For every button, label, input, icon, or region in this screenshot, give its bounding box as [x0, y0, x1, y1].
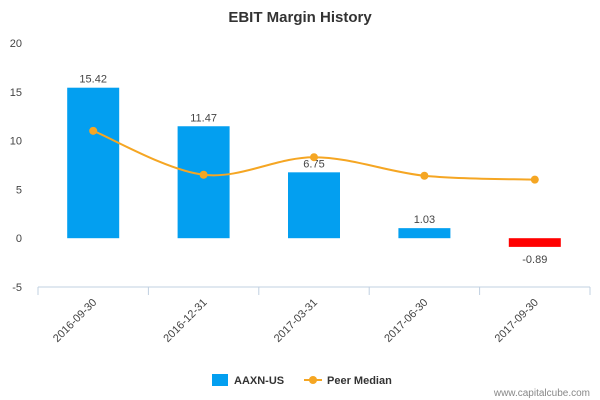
x-axis: 2016-09-30 2016-12-31 2017-03-31 2017-06-30…	[37, 286, 591, 345]
bar-data-label: 11.47	[190, 112, 217, 124]
legend-label-peer-median: Peer Median	[327, 375, 392, 387]
bar-data-label: 6.75	[303, 158, 324, 170]
x-tick-label: 2017-03-31	[272, 297, 320, 345]
peer-median-series	[89, 126, 539, 184]
y-tick-label: 15	[10, 87, 22, 99]
x-tick-label: 2017-06-30	[382, 297, 430, 345]
legend-swatch-aaxn	[212, 374, 228, 386]
credit-text: www.capitalcube.com	[493, 388, 590, 399]
bar-2017-06-30	[398, 228, 451, 239]
x-tick-label: 2016-12-31	[161, 297, 209, 345]
legend-label-aaxn: AAXN-US	[234, 375, 284, 387]
peer-median-point-2017-06-30	[420, 171, 429, 180]
y-tick-label: 10	[10, 136, 22, 148]
bar-data-label: 1.03	[414, 214, 435, 226]
bar-data-labels: 15.42 11.47 6.75 1.03 -0.89	[79, 74, 547, 266]
bar-2016-12-31	[177, 126, 230, 239]
peer-median-point-2017-09-30	[530, 175, 539, 184]
bar-data-label: 15.42	[79, 74, 107, 86]
peer-median-point-2016-09-30	[89, 126, 98, 135]
y-axis: -5 0 5 10 15 20	[10, 38, 22, 294]
bar-2017-03-31	[288, 172, 340, 239]
bar-data-label: -0.89	[522, 254, 547, 266]
peer-median-point-2017-03-31	[310, 153, 318, 162]
x-tick-label: 2017-09-30	[493, 297, 541, 345]
y-tick-label: 0	[16, 233, 22, 245]
chart-title: EBIT Margin History	[228, 9, 372, 26]
bar-2017-09-30	[508, 238, 561, 247]
peer-median-point-2016-12-31	[199, 170, 208, 179]
bar-2016-09-30	[67, 87, 120, 239]
bar-series	[67, 87, 561, 247]
y-tick-label: 5	[16, 184, 22, 196]
y-tick-label: -5	[12, 282, 22, 294]
legend-marker-peer-median	[309, 376, 317, 384]
x-tick-label: 2016-09-30	[51, 297, 99, 345]
legend: AAXN-US Peer Median	[212, 374, 392, 387]
y-tick-label: 20	[10, 38, 22, 50]
